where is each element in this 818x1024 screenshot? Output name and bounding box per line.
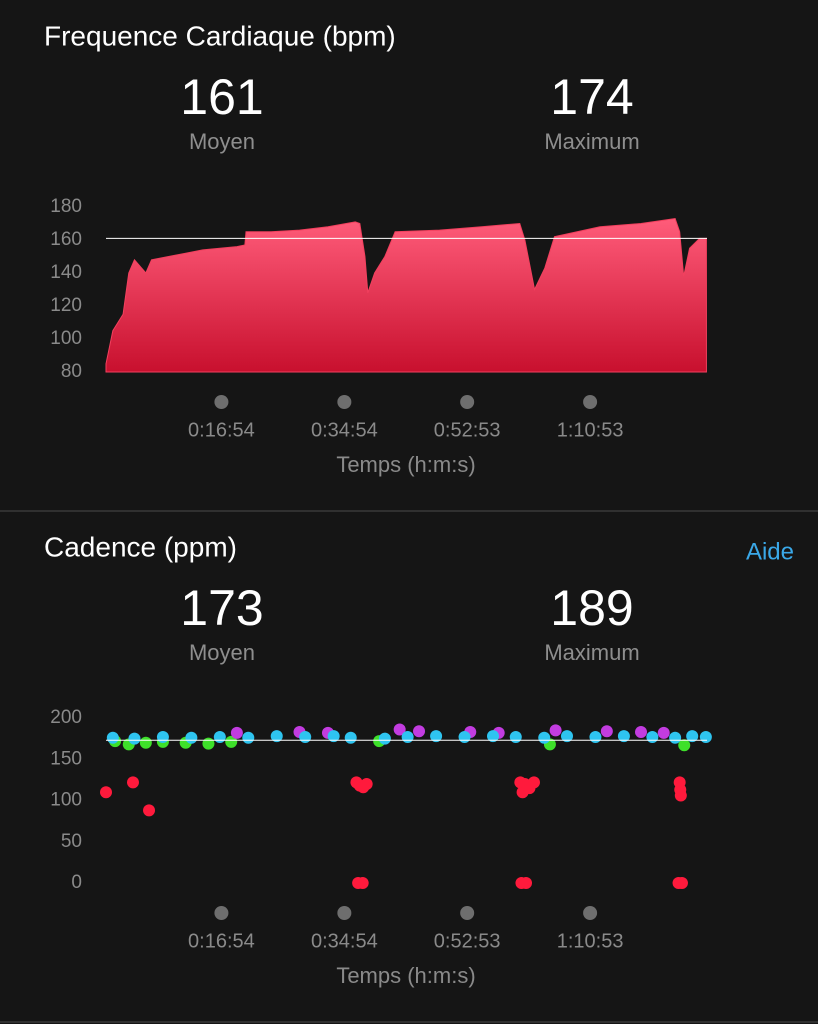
cadence-point [139,736,152,749]
cadence-point [213,730,226,743]
y-tick-label: 100 [50,328,82,349]
cadence-point [646,730,659,743]
x-tick-label: 0:34:54 [311,419,378,441]
cadence-point [634,726,647,739]
x-tick-label: 0:34:54 [311,930,378,952]
y-tick-label: 0 [71,872,82,893]
cadence-point [509,730,522,743]
x-tick-dot [214,906,229,920]
x-tick-label: 0:52:53 [434,419,501,441]
cadence-point [669,731,682,744]
cadence-point [242,731,255,744]
y-tick-label: 50 [61,831,82,852]
cadence-point [617,730,630,743]
x-tick-label: 1:10:53 [557,930,624,952]
cadence-point [675,877,688,889]
x-tick-dot [337,906,352,920]
y-tick-label: 80 [61,361,82,382]
cadence-point [487,730,500,743]
y-tick-label: 160 [50,229,82,250]
cadence-point [393,723,406,736]
cadence-point [356,877,369,889]
cadence-point [378,732,391,745]
stat-label: Moyen [189,640,255,665]
y-tick-label: 100 [50,790,82,811]
x-tick-dot [214,395,229,409]
stat-label: Maximum [544,640,639,665]
cadence-point [589,730,602,743]
cadence-point [344,731,357,744]
cadence-point [458,730,471,743]
stat-value: 161 [180,69,263,125]
x-tick-dot [460,395,475,409]
cadence-point [126,776,139,789]
y-tick-label: 120 [50,295,82,316]
x-tick-label: 0:16:54 [188,930,255,952]
stat-value: 189 [550,580,633,636]
cadence-point [360,778,373,790]
help-link[interactable]: Aide [746,538,794,565]
y-tick-label: 180 [50,196,82,217]
x-tick-dot [460,906,475,920]
cadence-point [185,731,198,744]
cadence-point [143,804,156,817]
cadence-point [413,725,426,738]
x-tick-label: 1:10:53 [557,419,624,441]
cadence-point [538,731,551,744]
cadence-point [100,786,112,799]
y-tick-label: 150 [50,748,82,769]
cadence-point [128,732,141,745]
cadence-point [520,877,533,889]
chart-title: Cadence (ppm) [44,531,237,562]
x-tick-dot [583,395,598,409]
heart-rate-area [105,217,707,373]
cadence-point [156,730,169,743]
cadence-point [225,735,238,748]
y-tick-label: 140 [50,262,82,283]
cadence-point [560,730,573,743]
cadence-point [299,730,312,743]
cadence-point [327,730,340,743]
cadence-point [549,724,562,737]
x-tick-label: 0:16:54 [188,419,255,441]
cadence-point [699,730,712,743]
cadence-point [430,730,443,743]
x-tick-dot [337,395,352,409]
x-axis-label: Temps (h:m:s) [336,452,475,477]
cadence-point [106,731,119,744]
stat-label: Moyen [189,129,255,154]
cadence-point [521,779,534,792]
stat-label: Maximum [544,129,639,154]
cadence-point [600,725,613,738]
cadence-point [401,730,414,743]
cadence-point [674,789,687,802]
x-tick-dot [583,906,598,920]
x-tick-label: 0:52:53 [434,930,501,952]
cadence-point [202,737,215,750]
cadence-point [678,739,691,752]
x-axis-label: Temps (h:m:s) [336,963,475,988]
cadence-point [657,726,670,739]
chart-title: Frequence Cardiaque (bpm) [44,20,396,51]
stat-value: 173 [180,580,263,636]
cadence-point [230,726,243,739]
cadence-point [270,730,283,743]
y-tick-label: 200 [50,707,82,728]
stat-value: 174 [550,69,633,125]
cadence-point [686,730,699,743]
